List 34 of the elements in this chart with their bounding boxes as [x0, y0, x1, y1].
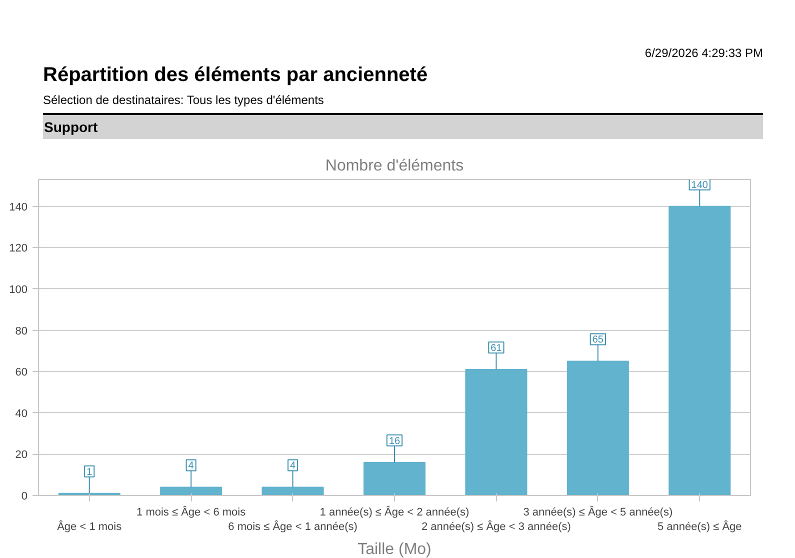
data-label: 140 [691, 180, 708, 191]
y-tick-label: 20 [15, 449, 28, 462]
data-label: 4 [290, 460, 296, 472]
x-tick-label: 3 année(s) ≤ Âge < 5 année(s) [523, 506, 673, 518]
x-tick-label: 1 année(s) ≤ Âge < 2 année(s) [320, 506, 470, 518]
data-label: 65 [592, 334, 604, 346]
bar [262, 486, 324, 496]
y-axis-title: Nombre d'éléments [325, 158, 464, 174]
x-tick-label: 6 mois ≤ Âge < 1 année(s) [228, 520, 358, 533]
text: Support [43, 112, 763, 139]
bar [363, 462, 426, 496]
y-tick-label: 100 [9, 284, 28, 296]
y-tick-label: 40 [15, 408, 28, 420]
y-tick-label: 60 [15, 366, 28, 379]
y-tick-label: 140 [9, 201, 28, 214]
data-label: 61 [490, 342, 502, 354]
data-label: 4 [188, 460, 194, 472]
chart-subtitle: Sélection de destinataires: Tous les types d'éléments [43, 92, 325, 109]
x-tick-label: 2 année(s) ≤ Âge < 3 année(s) [421, 520, 571, 533]
bar [160, 486, 222, 496]
y-tick-label: 120 [9, 242, 28, 255]
x-tick-label: 5 année(s) ≤ Âge [657, 520, 742, 533]
y-tick-label: 0 [21, 490, 28, 502]
y-tick-label: 80 [15, 325, 28, 338]
bar [668, 206, 731, 496]
bar [566, 360, 629, 496]
chart-title: Répartition des éléments par ancienneté [43, 63, 429, 88]
data-label: 1 [86, 466, 93, 478]
x-tick-label: Âge < 1 mois [57, 520, 122, 533]
x-tick-label: 1 mois ≤ Âge < 6 mois [136, 506, 246, 518]
data-label: 16 [388, 436, 400, 447]
x-axis-title: Taille (Mo) [358, 540, 432, 558]
bar [465, 369, 528, 496]
text: 6/29/2026 4:29:33 PM [644, 45, 763, 62]
